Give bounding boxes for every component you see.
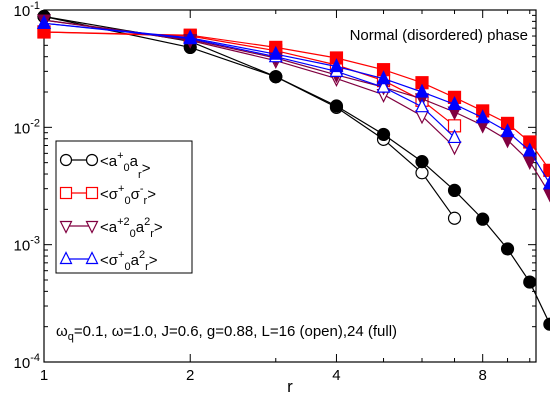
data-point: [85, 153, 99, 167]
data-point: [447, 141, 462, 156]
y-tick-label: 10-2: [14, 117, 40, 137]
x-tick-label: 4: [332, 367, 340, 384]
series: [37, 14, 550, 190]
data-point: [59, 220, 73, 234]
parameters-annotation: ωq=0.1, ω=1.0, J=0.6, g=0.88, L=16 (open…: [56, 323, 397, 343]
data-point: [415, 166, 429, 180]
plot-frame: [43, 9, 537, 363]
data-point: [376, 127, 391, 142]
data-point: [415, 83, 429, 98]
legend-box: [55, 140, 193, 274]
x-tick-label: 1: [40, 367, 48, 384]
data-point: [447, 211, 462, 225]
axis-ticks: 1 2 4 8 10-4 10-3 10-2 10-1: [14, 0, 536, 384]
data-point: [415, 98, 429, 113]
y-tick-label: 10-1: [14, 0, 40, 20]
series: [37, 9, 550, 331]
data-point: [329, 58, 344, 73]
data-point: [269, 70, 283, 84]
y-tick-label: 10-3: [14, 235, 40, 255]
data-point: [447, 183, 462, 198]
data-point: [37, 14, 51, 29]
legend-entry: <a+0ar>: [59, 150, 151, 181]
data-point: [500, 123, 515, 138]
data-point: [59, 153, 73, 167]
data-point: [329, 99, 344, 113]
data-point: [523, 275, 537, 289]
legend-label: <a+0ar>: [100, 150, 151, 181]
data-point: [522, 142, 537, 157]
data-point: [85, 186, 99, 200]
y-tick-label: 10-4: [14, 352, 40, 372]
data-point: [59, 251, 73, 265]
x-tick-label: 8: [479, 367, 487, 384]
data-point: [85, 251, 99, 265]
legend-entry: <σ+0σ-r>: [59, 183, 156, 207]
series-line: [43, 31, 455, 127]
series-layer: [37, 9, 550, 331]
data-point: [376, 78, 391, 93]
data-point: [447, 129, 462, 144]
data-point: [542, 188, 550, 203]
data-point: [447, 96, 462, 110]
legend: <a+0ar><σ+0σ-r> <a+20a2r> <σ+0a2r>: [55, 140, 193, 274]
annotation-phase: Normal (disordered) phase: [350, 27, 528, 44]
data-point: [85, 220, 99, 234]
x-tick-label: 2: [186, 367, 194, 384]
legend-label: <σ+0σ-r>: [100, 183, 156, 207]
data-point: [475, 109, 490, 124]
data-point: [415, 155, 429, 169]
data-point: [522, 156, 537, 170]
legend-entry: <a+20a2r>: [59, 216, 163, 240]
x-axis-label: r: [287, 377, 293, 396]
data-point: [59, 186, 73, 200]
data-point: [543, 317, 550, 331]
data-point: [476, 212, 490, 226]
legend-label: <σ+0a2r>: [100, 249, 158, 273]
data-point: [415, 110, 429, 125]
data-point: [183, 29, 198, 44]
legend-entry: <σ+0a2r>: [59, 249, 158, 273]
data-point: [268, 45, 283, 60]
data-point: [500, 242, 515, 256]
legend-label: <a+20a2r>: [100, 216, 163, 240]
data-point: [376, 70, 391, 85]
